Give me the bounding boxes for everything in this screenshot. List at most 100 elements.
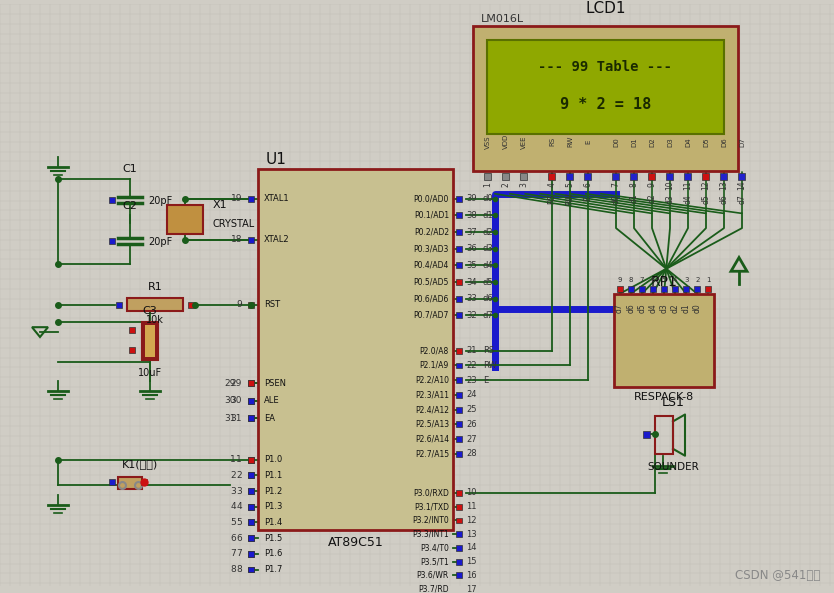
- Text: P2.4/A12: P2.4/A12: [415, 405, 449, 414]
- Bar: [258, 169, 453, 530]
- Bar: [456, 196, 462, 202]
- Bar: [248, 519, 254, 525]
- Text: d7: d7: [615, 304, 624, 314]
- Text: d3: d3: [483, 244, 494, 253]
- Text: 32: 32: [466, 311, 476, 320]
- Text: 4: 4: [547, 183, 556, 187]
- Text: 16: 16: [466, 571, 476, 580]
- Bar: [585, 173, 591, 180]
- Text: K1(随机): K1(随机): [122, 458, 158, 468]
- Text: 9: 9: [236, 300, 242, 309]
- Text: ALE: ALE: [264, 396, 279, 405]
- Bar: [188, 302, 194, 308]
- Text: 18: 18: [230, 235, 242, 244]
- Text: P2.3/A11: P2.3/A11: [415, 390, 449, 399]
- Bar: [661, 286, 667, 292]
- Text: LS1: LS1: [661, 396, 685, 409]
- Bar: [456, 347, 462, 353]
- Text: P2.7/A15: P2.7/A15: [414, 449, 449, 458]
- Text: 37: 37: [466, 228, 477, 237]
- Text: 1: 1: [706, 277, 711, 283]
- Text: P3.6/WR: P3.6/WR: [417, 571, 449, 580]
- Text: U1: U1: [266, 152, 287, 167]
- Bar: [129, 327, 135, 333]
- Bar: [456, 572, 462, 578]
- Bar: [456, 436, 462, 442]
- Text: 2: 2: [236, 471, 242, 480]
- Text: 15: 15: [466, 557, 476, 566]
- Text: d1: d1: [483, 211, 494, 220]
- Text: P0.1/AD1: P0.1/AD1: [414, 211, 449, 220]
- Text: 36: 36: [466, 244, 477, 253]
- Text: d1: d1: [630, 194, 639, 203]
- Bar: [116, 302, 122, 308]
- Bar: [456, 279, 462, 285]
- Text: P3.3/INT1: P3.3/INT1: [412, 530, 449, 538]
- Text: 5: 5: [662, 277, 666, 283]
- Text: RESPACK-8: RESPACK-8: [634, 392, 694, 402]
- Text: RS: RS: [483, 346, 494, 355]
- Bar: [456, 296, 462, 302]
- Text: 9 * 2 = 18: 9 * 2 = 18: [560, 97, 651, 112]
- Bar: [248, 488, 254, 494]
- Bar: [456, 212, 462, 218]
- Text: XTAL1: XTAL1: [264, 194, 289, 203]
- Bar: [248, 457, 254, 463]
- Text: 2: 2: [501, 183, 510, 187]
- Bar: [456, 407, 462, 413]
- Text: D2: D2: [649, 137, 655, 146]
- Text: 7: 7: [230, 549, 236, 559]
- Text: 29: 29: [224, 378, 236, 388]
- Text: 7: 7: [611, 183, 620, 187]
- Text: RS: RS: [547, 193, 556, 204]
- Text: d6: d6: [720, 194, 729, 203]
- Text: 29: 29: [231, 378, 242, 388]
- Text: C3: C3: [143, 305, 158, 315]
- Text: --- 99 Table ---: --- 99 Table ---: [539, 60, 672, 74]
- Bar: [616, 286, 622, 292]
- Text: P0.4/AD4: P0.4/AD4: [414, 261, 449, 270]
- Bar: [248, 504, 254, 509]
- Text: C2: C2: [123, 200, 138, 211]
- Bar: [520, 173, 527, 180]
- Text: CRYSTAL: CRYSTAL: [213, 219, 255, 229]
- Text: 20pF: 20pF: [148, 237, 173, 247]
- Bar: [141, 479, 147, 485]
- Text: d7: d7: [737, 194, 746, 203]
- Text: P0.6/AD6: P0.6/AD6: [414, 294, 449, 303]
- Text: 14: 14: [737, 180, 746, 190]
- Text: P2.2/A10: P2.2/A10: [415, 376, 449, 385]
- Text: D6: D6: [721, 137, 727, 146]
- Text: 30: 30: [224, 396, 236, 405]
- Text: 13: 13: [466, 530, 476, 538]
- Text: P2.6/A14: P2.6/A14: [414, 435, 449, 444]
- Text: P3.4/T0: P3.4/T0: [420, 543, 449, 553]
- Text: P2.1/A9: P2.1/A9: [420, 361, 449, 370]
- Text: 27: 27: [466, 435, 476, 444]
- Bar: [248, 398, 254, 404]
- Bar: [248, 302, 254, 308]
- Bar: [248, 473, 254, 479]
- Text: P1.0: P1.0: [264, 455, 282, 464]
- Bar: [685, 173, 691, 180]
- Text: RS: RS: [549, 137, 555, 146]
- Text: VSS: VSS: [485, 135, 491, 148]
- Text: d5: d5: [637, 304, 646, 314]
- Bar: [248, 519, 254, 525]
- Text: d0: d0: [483, 194, 494, 203]
- Text: D3: D3: [667, 137, 673, 146]
- Bar: [248, 488, 254, 494]
- Text: 8: 8: [628, 277, 633, 283]
- Text: P0.3/AD3: P0.3/AD3: [414, 244, 449, 253]
- Text: d2: d2: [647, 194, 656, 203]
- Text: 8: 8: [630, 183, 639, 187]
- Bar: [487, 40, 724, 134]
- Text: d1: d1: [681, 304, 691, 313]
- Bar: [672, 286, 678, 292]
- Text: D5: D5: [703, 137, 709, 146]
- Text: P3.5/T1: P3.5/T1: [420, 557, 449, 566]
- Text: 24: 24: [466, 390, 476, 399]
- Text: RW: RW: [565, 192, 575, 205]
- Bar: [129, 347, 135, 353]
- Text: 8: 8: [230, 565, 236, 574]
